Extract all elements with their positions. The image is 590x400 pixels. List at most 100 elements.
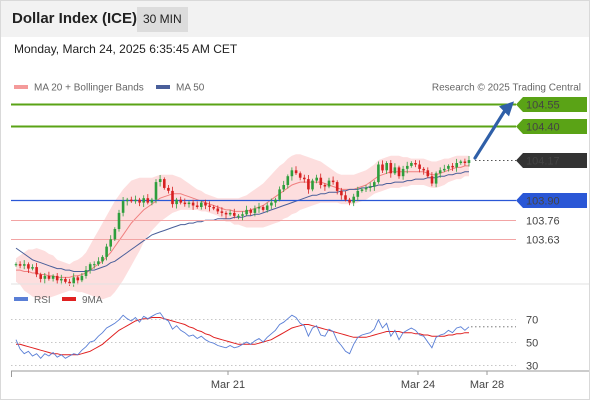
candle	[158, 175, 162, 187]
candles	[14, 156, 471, 287]
candle-body	[208, 205, 211, 207]
candle	[434, 171, 438, 188]
candle-body	[68, 281, 71, 284]
candle	[191, 199, 195, 210]
bollinger-band-area	[16, 154, 469, 300]
candle-body	[434, 173, 438, 184]
candle-body	[360, 189, 364, 191]
candle	[253, 205, 257, 217]
candle	[381, 160, 384, 173]
candle	[204, 199, 207, 210]
candle-body	[224, 212, 228, 215]
chart-header: Dollar Index (ICE) 30 MIN	[1, 1, 589, 37]
rsi-lines	[15, 312, 516, 359]
projection-arrow-head	[499, 101, 514, 117]
candle	[93, 261, 96, 269]
candle-body	[315, 177, 318, 181]
candle-body	[261, 207, 265, 210]
candle-body	[179, 199, 183, 203]
candle-body	[455, 163, 458, 168]
candle-body	[237, 215, 240, 217]
candle	[447, 164, 450, 172]
level-resistance: 104.40	[11, 119, 587, 134]
level-support: 103.76	[11, 216, 560, 228]
candle	[101, 255, 104, 264]
candle-body	[72, 277, 75, 284]
candle-body	[467, 160, 471, 163]
candle-body	[278, 189, 281, 200]
candle-body	[60, 278, 63, 281]
candle	[430, 172, 434, 187]
credit-text: Research © 2025 Trading Central	[432, 83, 581, 94]
candle-body	[414, 163, 417, 165]
candle-body	[31, 267, 34, 269]
level-label: 103.76	[526, 216, 560, 228]
candle-body	[23, 264, 26, 266]
candle-body	[138, 199, 141, 203]
candle	[117, 209, 121, 232]
candle-body	[257, 207, 261, 209]
candle	[286, 174, 290, 189]
candle	[418, 160, 421, 173]
level-label: 104.40	[526, 122, 560, 134]
candle-body	[265, 205, 269, 210]
level-current: 104.17	[475, 153, 587, 168]
candle	[47, 271, 51, 281]
candle-body	[294, 170, 298, 174]
candle-body	[327, 180, 331, 187]
candle-body	[447, 165, 450, 169]
candle	[360, 187, 364, 193]
candle	[364, 185, 368, 192]
candle	[23, 260, 26, 270]
candle	[183, 198, 187, 207]
candle	[426, 167, 430, 178]
candle-body	[377, 164, 380, 183]
candle-body	[171, 190, 174, 205]
candle	[315, 174, 318, 184]
candle	[455, 158, 458, 172]
candle-body	[233, 212, 236, 216]
candle-body	[43, 275, 47, 279]
ma20-legend-label: MA 20 + Bollinger Bands	[34, 83, 144, 94]
candle	[80, 273, 84, 283]
candle-body	[14, 264, 18, 266]
candle-body	[443, 168, 446, 171]
candle	[270, 198, 273, 210]
candle-body	[150, 199, 154, 203]
candle-body	[430, 176, 434, 184]
candle	[406, 161, 409, 174]
candle	[195, 201, 199, 209]
candle	[171, 186, 174, 208]
candle-body	[146, 198, 150, 203]
candle	[340, 187, 343, 200]
candle	[14, 262, 18, 267]
candle-body	[298, 173, 302, 178]
candle	[125, 197, 129, 206]
projection-arrow-shaft	[473, 108, 507, 160]
candle	[134, 195, 137, 204]
candle-body	[406, 165, 409, 169]
candle	[88, 262, 92, 274]
candle	[422, 167, 425, 175]
candle-body	[307, 179, 310, 190]
candle	[154, 179, 158, 204]
timeframe-badge[interactable]: 30 MIN	[137, 7, 188, 32]
candle	[18, 261, 22, 269]
candle	[356, 186, 360, 202]
candle	[27, 262, 30, 273]
candle	[331, 176, 335, 185]
rsi-grid: 70 50 30	[11, 315, 538, 373]
candle	[220, 207, 224, 217]
candle-body	[270, 202, 273, 206]
candle-body	[451, 165, 454, 168]
candle	[200, 200, 203, 210]
timestamp: Monday, March 24, 2025 6:35:45 AM CET	[14, 42, 238, 56]
candle-body	[220, 211, 224, 213]
candle	[397, 165, 401, 179]
candle	[393, 163, 397, 175]
candle	[35, 263, 38, 278]
candle-body	[385, 163, 388, 171]
candle-body	[364, 187, 368, 190]
